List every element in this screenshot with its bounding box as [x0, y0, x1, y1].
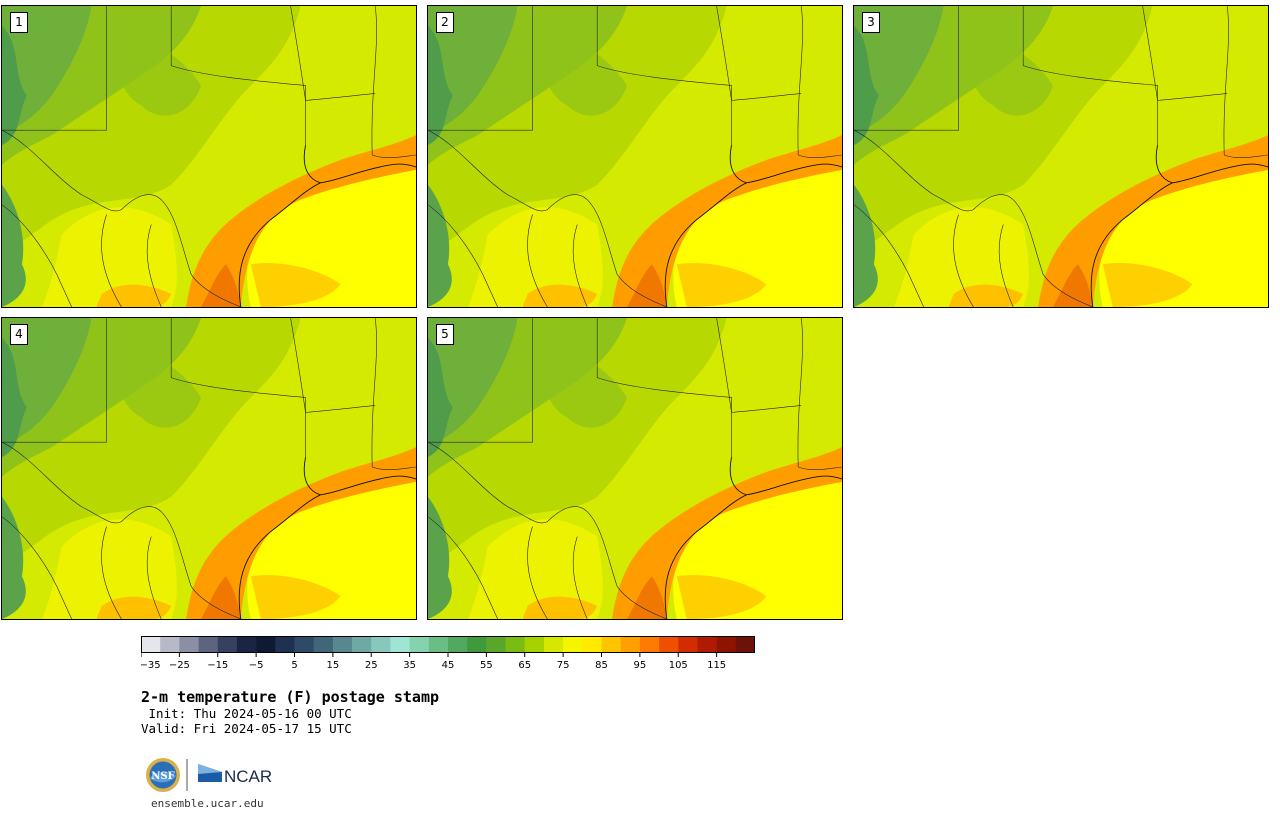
colorbar-swatch: [716, 636, 737, 653]
ensemble-map-panel-4: 4: [1, 317, 417, 620]
colorbar-swatch: [486, 636, 506, 653]
colorbar-swatch: [601, 636, 621, 653]
colorbar-tick-label: −15: [207, 660, 228, 671]
colorbar-tick-label: −5: [249, 660, 264, 671]
colorbar-swatch: [390, 636, 410, 653]
colorbar-swatch: [198, 636, 219, 653]
colorbar-swatch: [313, 636, 334, 653]
colorbar-swatch: [294, 636, 314, 653]
colorbar-swatch: [467, 636, 487, 653]
colorbar-tick-label: 55: [480, 660, 493, 671]
ensemble-map-panel-3: 3: [853, 5, 1269, 308]
panel-number: 3: [862, 12, 880, 33]
colorbar-swatch: [352, 636, 372, 653]
panel-number: 4: [10, 324, 28, 345]
colorbar-swatch: [678, 636, 698, 653]
temperature-map: [854, 6, 1268, 307]
logos: NSF NCAR: [144, 756, 274, 794]
colorbar-tick-label: 5: [291, 660, 297, 671]
ensemble-map-panel-1: 1: [1, 5, 417, 308]
colorbar-swatch: [448, 636, 468, 653]
colorbar-swatch: [505, 636, 526, 653]
colorbar-swatch: [179, 636, 199, 653]
colorbar-swatch: [639, 636, 660, 653]
colorbar-swatch: [563, 636, 583, 653]
colorbar-swatch: [659, 636, 679, 653]
colorbar-tick-label: 15: [327, 660, 340, 671]
colorbar-swatch: [275, 636, 295, 653]
init-time: Init: Thu 2024-05-16 00 UTC: [141, 706, 352, 721]
colorbar-tick-label: 25: [365, 660, 378, 671]
colorbar-tick-label: 65: [518, 660, 531, 671]
colorbar-tick-label: 85: [595, 660, 608, 671]
colorbar-swatch: [697, 636, 717, 653]
colorbar-tick-label: −25: [169, 660, 190, 671]
colorbar-swatch: [524, 636, 545, 653]
temperature-map: [428, 318, 842, 619]
colorbar-swatch: [160, 636, 180, 653]
chart-title: 2-m temperature (F) postage stamp: [141, 688, 440, 706]
colorbar-tick-label: −35: [141, 660, 161, 671]
panel-number: 1: [10, 12, 28, 33]
ncar-logo-icon: NCAR: [198, 764, 272, 786]
colorbar-swatch: [236, 636, 257, 653]
colorbar-swatch: [543, 636, 564, 653]
nsf-logo-icon: NSF: [146, 758, 180, 792]
temperature-colorbar: −35 −25 −15 −5 5 15 25 35 45 55 65 75 85 95 105 115: [141, 636, 755, 671]
colorbar-swatch: [582, 636, 602, 653]
temperature-map: [2, 318, 416, 619]
temperature-map: [2, 6, 416, 307]
nsf-logo-text: NSF: [151, 771, 174, 782]
colorbar-swatch: [371, 636, 391, 653]
colorbar-swatch: [332, 636, 353, 653]
colorbar-swatch: [735, 636, 755, 653]
colorbar-tick-label: 35: [403, 660, 416, 671]
temperature-map: [428, 6, 842, 307]
colorbar-tick-label: 95: [634, 660, 647, 671]
colorbar-swatch: [141, 636, 161, 653]
colorbar-swatch: [256, 636, 276, 653]
colorbar-tick-label: 45: [442, 660, 455, 671]
valid-time: Valid: Fri 2024-05-17 15 UTC: [141, 721, 352, 736]
site-url: ensemble.ucar.edu: [151, 797, 264, 810]
ensemble-map-panel-2: 2: [427, 5, 843, 308]
panel-number: 5: [436, 324, 454, 345]
colorbar-tick-label: 75: [557, 660, 570, 671]
colorbar-swatch: [217, 636, 238, 653]
colorbar-swatch: [428, 636, 449, 653]
ensemble-map-panel-5: 5: [427, 317, 843, 620]
colorbar-tick-label: 115: [707, 660, 726, 671]
colorbar-swatch: [409, 636, 430, 653]
colorbar-swatch: [620, 636, 641, 653]
panel-number: 2: [436, 12, 454, 33]
colorbar-tick-label: 105: [669, 660, 688, 671]
colorbar-border: [141, 636, 755, 653]
ncar-logo-text: NCAR: [224, 767, 272, 786]
